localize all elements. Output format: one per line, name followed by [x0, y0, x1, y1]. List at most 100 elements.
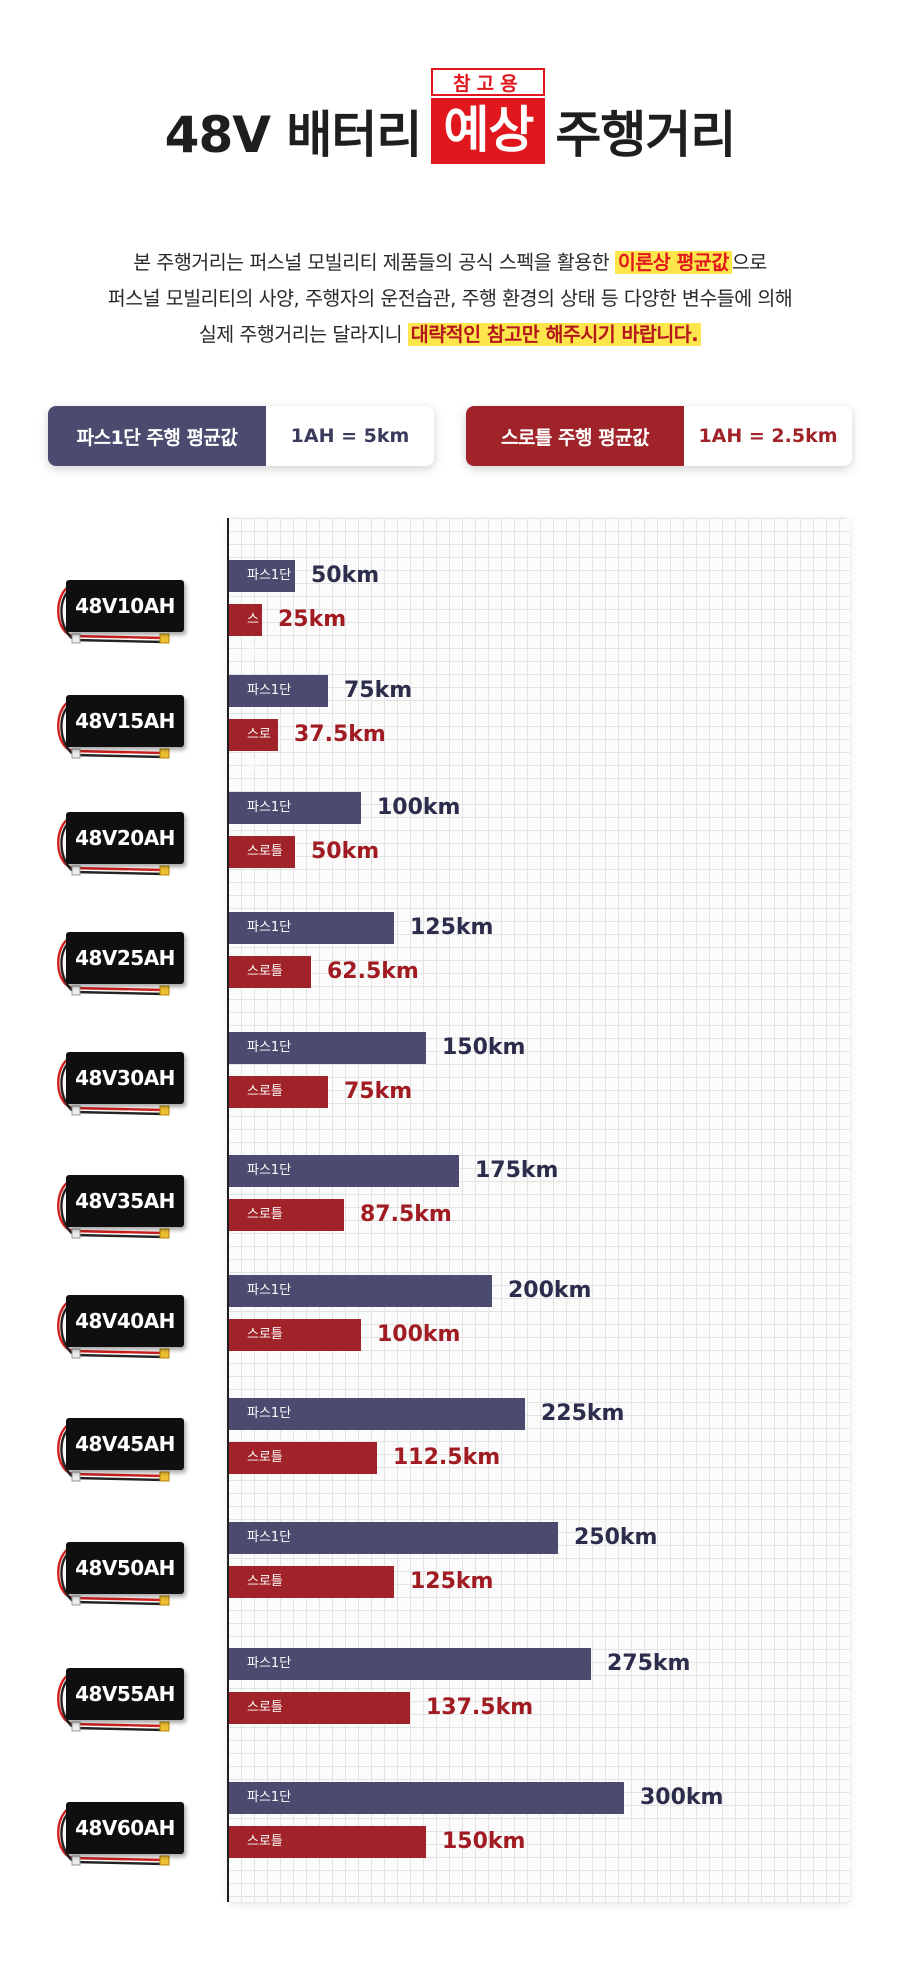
- pas-bar: 파스1단: [229, 675, 328, 707]
- throttle-bar-series-label: 스로틀: [247, 1327, 283, 1342]
- pas-value-label: 300km: [640, 1785, 724, 1810]
- battery-icon: 48V55AH: [52, 1662, 190, 1752]
- throttle-value-label: 87.5km: [360, 1202, 452, 1227]
- throttle-value-label: 100km: [377, 1322, 461, 1347]
- throttle-bar: 스로틀: [229, 1826, 426, 1858]
- pas-bar-series-label: 파스1단: [247, 568, 292, 583]
- throttle-bar-series-label: 스로틀: [247, 1574, 283, 1589]
- pas-value-label: 200km: [508, 1278, 592, 1303]
- battery-label: 48V50AH: [66, 1542, 184, 1594]
- pas-bar-series-label: 파스1단: [247, 920, 292, 935]
- throttle-info-value: 1AH = 2.5km: [698, 425, 838, 447]
- pas-value-label: 75km: [344, 678, 413, 703]
- description: 본 주행거리는 퍼스널 모빌리티 제품들의 공식 스펙을 활용한 이론상 평균값…: [0, 245, 900, 353]
- throttle-value-label: 37.5km: [294, 722, 386, 747]
- pas-bar-series-label: 파스1단: [247, 1163, 292, 1178]
- throttle-bar: 스로틀: [229, 956, 311, 988]
- description-line-1: 본 주행거리는 퍼스널 모빌리티 제품들의 공식 스펙을 활용한 이론상 평균값…: [0, 245, 900, 281]
- throttle-value-label: 112.5km: [393, 1445, 501, 1470]
- pas-value-label: 125km: [410, 915, 494, 940]
- pas-bar-series-label: 파스1단: [247, 800, 292, 815]
- title-right: 주행거리: [555, 106, 736, 164]
- throttle-bar: 스로틀: [229, 1319, 361, 1351]
- pas-info-value: 1AH = 5km: [290, 425, 410, 447]
- throttle-bar-series-label: 스로틀: [247, 727, 271, 774]
- battery-label: 48V60AH: [66, 1802, 184, 1854]
- page-title: 48V 배터리 참고용 예상 주행거리: [0, 68, 900, 167]
- throttle-bar: 스로틀: [229, 1566, 394, 1598]
- description-highlight-1: 이론상 평균값: [614, 251, 732, 274]
- battery-label: 48V10AH: [66, 580, 184, 632]
- throttle-bar: 스로틀: [229, 719, 278, 774]
- pas-bar: 파스1단: [229, 1155, 459, 1187]
- throttle-bar-series-label: 스로틀: [247, 844, 283, 859]
- description-highlight-2: 대략적인 참고만 해주시기 바랍니다.: [407, 323, 702, 346]
- battery-icon: 48V15AH: [52, 689, 190, 779]
- pas-bar: 파스1단: [229, 1782, 624, 1814]
- pas-bar: 파스1단: [229, 1398, 525, 1430]
- pas-value-label: 150km: [442, 1035, 526, 1060]
- battery-label: 48V30AH: [66, 1052, 184, 1104]
- throttle-bar: 스로틀: [229, 1692, 410, 1724]
- throttle-bar-series-label: 스로틀: [247, 1450, 283, 1465]
- throttle-bar: 스로틀: [229, 1442, 377, 1474]
- pas-info-box: 파스1단 주행 평균값 1AH = 5km: [48, 406, 434, 466]
- throttle-bar-series-label: 스로틀: [247, 1084, 283, 1099]
- battery-icon: 48V30AH: [52, 1046, 190, 1136]
- throttle-bar-series-label: 스로틀: [247, 1700, 283, 1715]
- battery-label: 48V25AH: [66, 932, 184, 984]
- pas-value-label: 50km: [311, 563, 380, 588]
- throttle-value-label: 150km: [442, 1829, 526, 1854]
- chart-axis-line: [227, 518, 229, 1902]
- throttle-bar-series-label: 스로틀: [247, 612, 259, 691]
- description-text: 본 주행거리는 퍼스널 모빌리티 제품들의 공식 스펙을 활용한: [133, 251, 615, 274]
- throttle-bar-series-label: 스로틀: [247, 964, 283, 979]
- description-line-3: 실제 주행거리는 달라지니 대략적인 참고만 해주시기 바랍니다.: [0, 317, 900, 353]
- throttle-value-label: 75km: [344, 1079, 413, 1104]
- pas-value-label: 100km: [377, 795, 461, 820]
- battery-label: 48V20AH: [66, 812, 184, 864]
- battery-icon: 48V20AH: [52, 806, 190, 896]
- throttle-value-label: 125km: [410, 1569, 494, 1594]
- throttle-value-label: 25km: [278, 607, 347, 632]
- battery-label: 48V15AH: [66, 695, 184, 747]
- pas-value-label: 250km: [574, 1525, 658, 1550]
- pas-bar: 파스1단: [229, 1032, 426, 1064]
- pas-bar-series-label: 파스1단: [247, 1406, 292, 1421]
- pas-bar: 파스1단: [229, 1522, 558, 1554]
- pas-bar-series-label: 파스1단: [247, 1283, 292, 1298]
- description-line-2: 퍼스널 모빌리티의 사양, 주행자의 운전습관, 주행 환경의 상태 등 다양한…: [107, 287, 793, 310]
- throttle-info-label: 스로틀 주행 평균값: [466, 406, 684, 466]
- description-text: 실제 주행거리는 달라지니: [198, 323, 408, 346]
- pas-bar-series-label: 파스1단: [247, 1656, 292, 1671]
- pas-bar: 파스1단: [229, 1275, 492, 1307]
- throttle-value-label: 50km: [311, 839, 380, 864]
- throttle-value-label: 137.5km: [426, 1695, 534, 1720]
- reference-tag: 참고용: [431, 68, 546, 96]
- throttle-value-label: 62.5km: [327, 959, 419, 984]
- battery-icon: 48V40AH: [52, 1289, 190, 1379]
- pas-bar: 파스1단: [229, 912, 394, 944]
- pas-bar-series-label: 파스1단: [247, 1530, 292, 1545]
- pas-info-label: 파스1단 주행 평균값: [48, 406, 266, 466]
- pas-value-label: 275km: [607, 1651, 691, 1676]
- pas-value-label: 175km: [475, 1158, 559, 1183]
- battery-label: 48V35AH: [66, 1175, 184, 1227]
- throttle-bar: 스로틀: [229, 604, 262, 691]
- throttle-bar-series-label: 스로틀: [247, 1834, 283, 1849]
- battery-icon: 48V35AH: [52, 1169, 190, 1259]
- description-text: 으로: [731, 251, 767, 274]
- throttle-info-box: 스로틀 주행 평균값 1AH = 2.5km: [466, 406, 852, 466]
- battery-label: 48V45AH: [66, 1418, 184, 1470]
- battery-icon: 48V45AH: [52, 1412, 190, 1502]
- throttle-bar-series-label: 스로틀: [247, 1207, 283, 1222]
- throttle-bar: 스로틀: [229, 1199, 344, 1231]
- title-red-box: 예상: [431, 98, 546, 164]
- battery-label: 48V55AH: [66, 1668, 184, 1720]
- battery-icon: 48V25AH: [52, 926, 190, 1016]
- pas-bar-series-label: 파스1단: [247, 683, 292, 698]
- throttle-bar: 스로틀: [229, 1076, 328, 1108]
- battery-icon: 48V60AH: [52, 1796, 190, 1886]
- battery-icon: 48V50AH: [52, 1536, 190, 1626]
- pas-bar-series-label: 파스1단: [247, 1790, 292, 1805]
